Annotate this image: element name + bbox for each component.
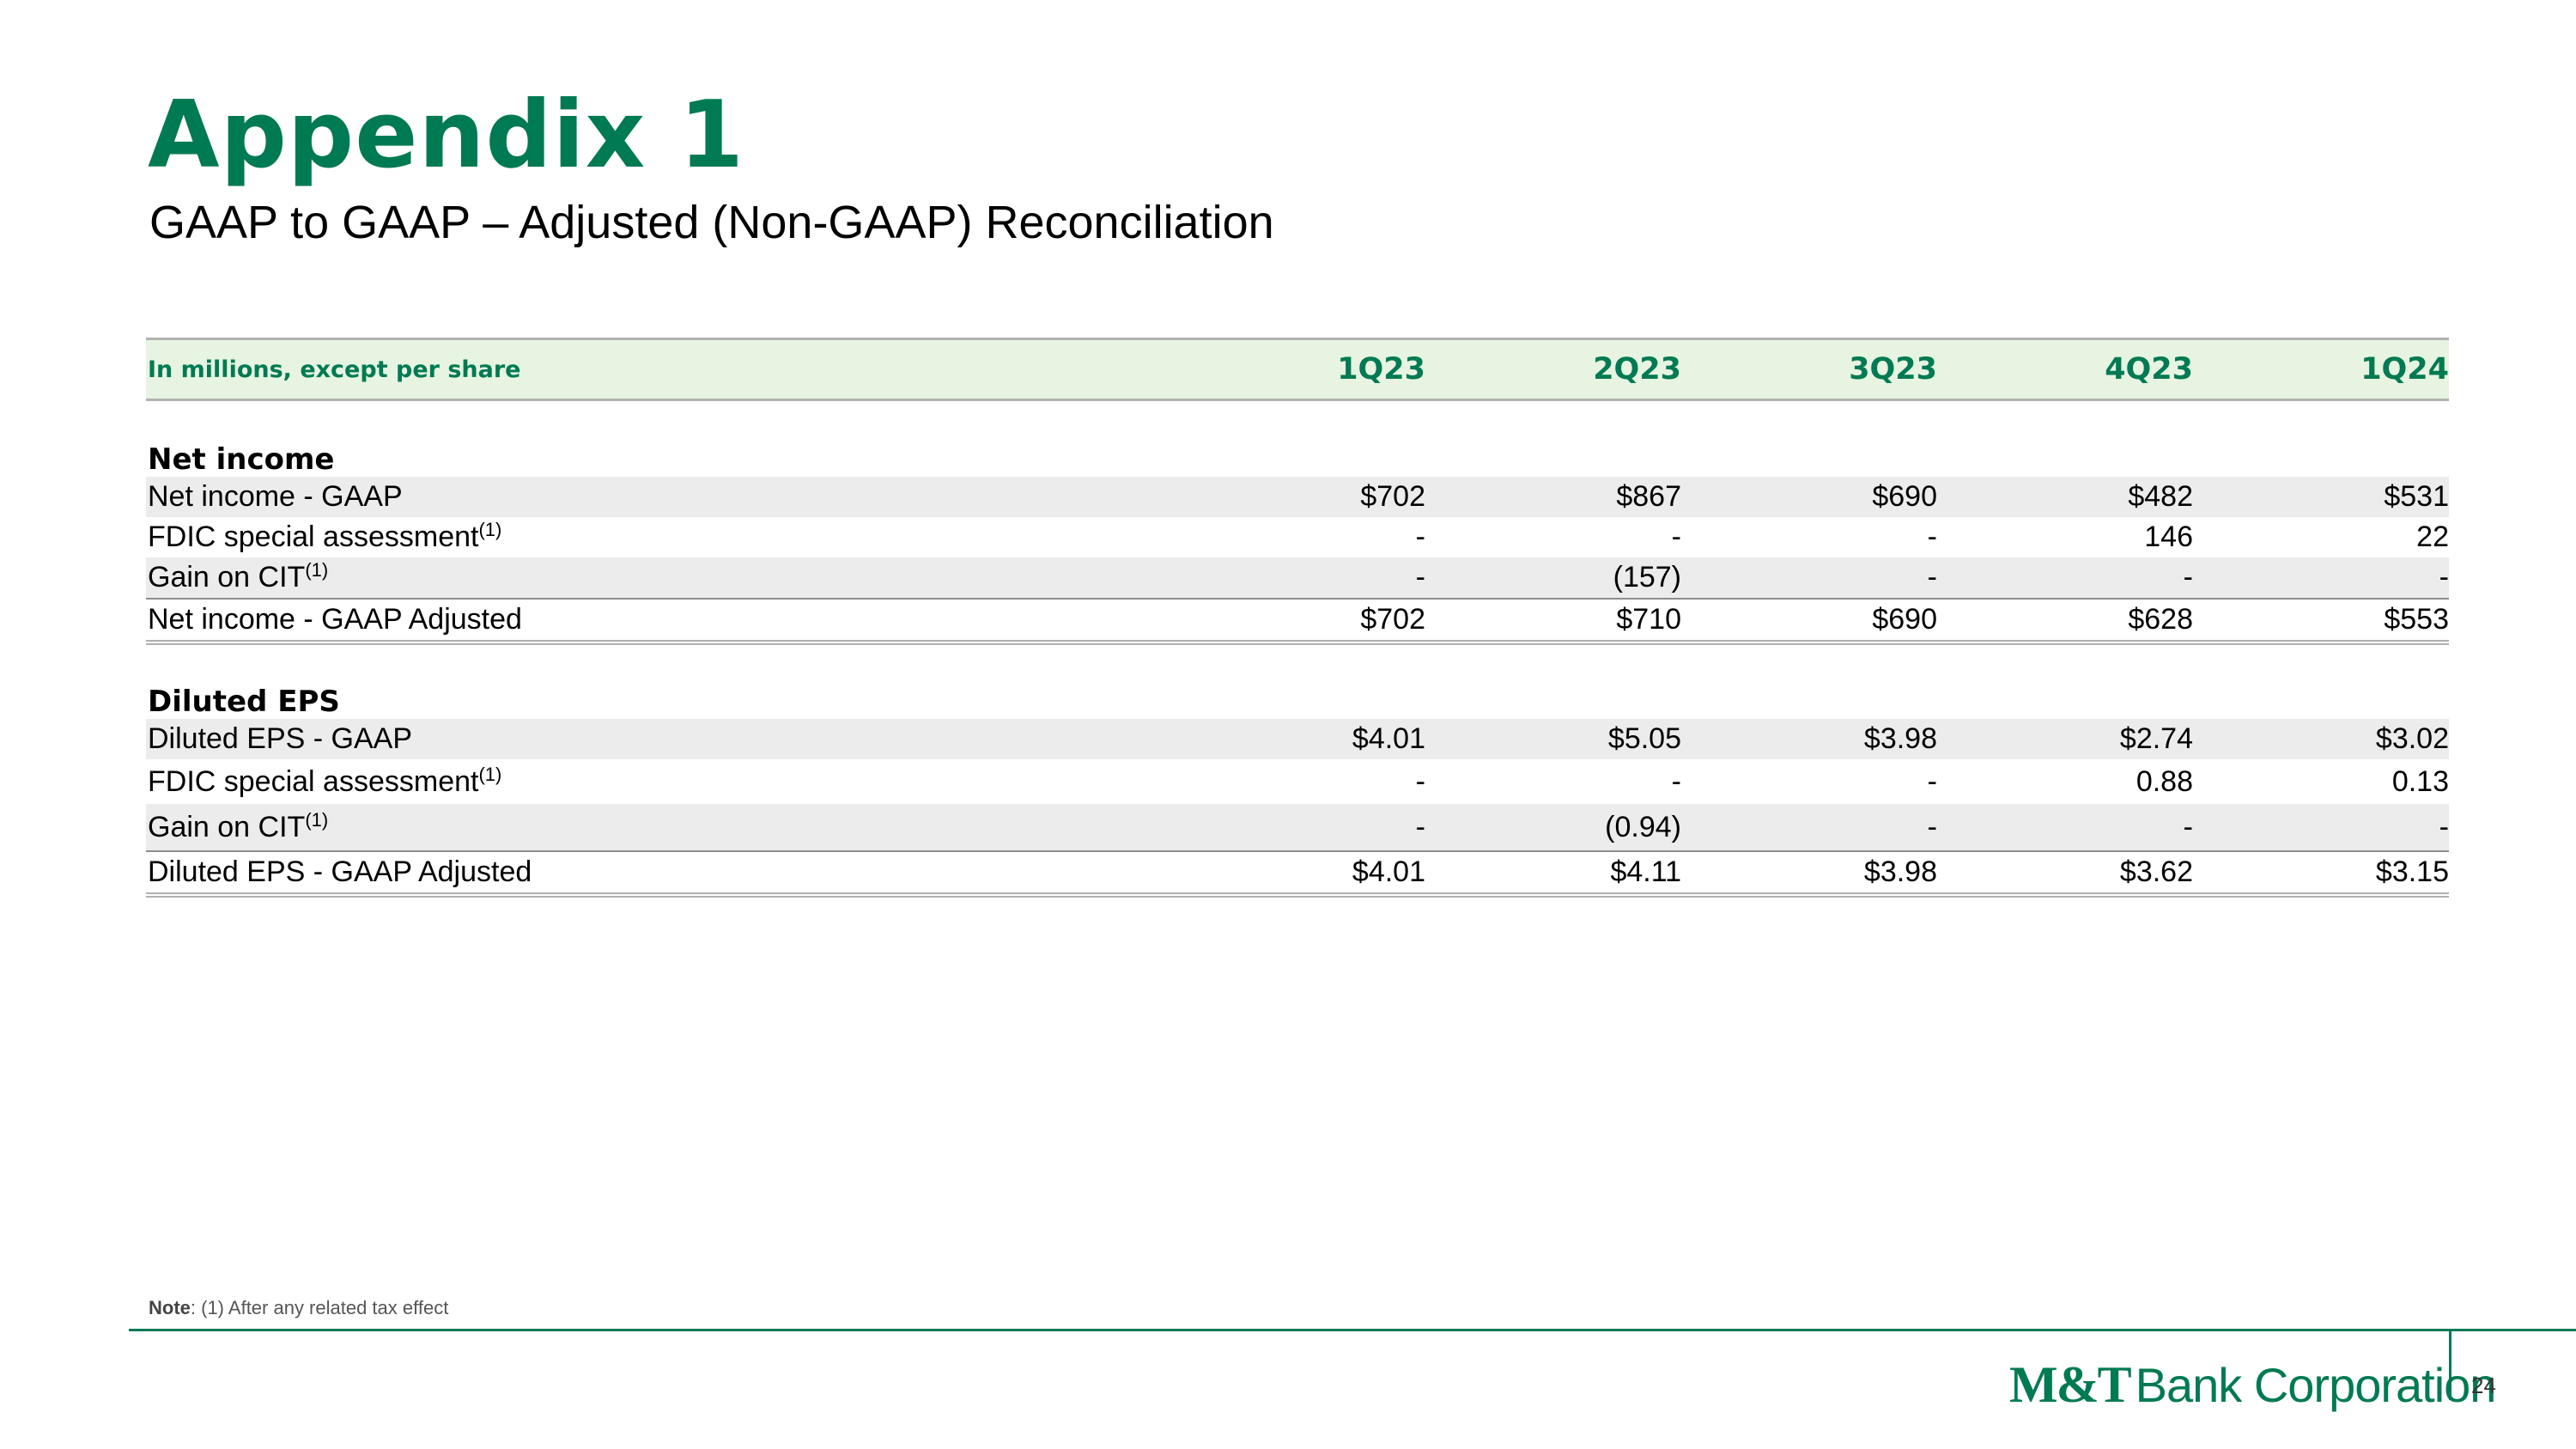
section-heading-diluted-eps: Diluted EPS [148, 685, 340, 719]
table-row-total: Diluted EPS - GAAP Adjusted $4.01 $4.11 … [146, 850, 2449, 898]
row-label: FDIC special assessment(1) [148, 519, 502, 554]
column-header: 2Q23 [1593, 352, 1681, 387]
row-label: Diluted EPS - GAAP Adjusted [148, 855, 532, 888]
cell: $4.11 [1610, 855, 1681, 888]
row-label: Net income - GAAP [148, 480, 403, 513]
cell: 0.88 [2136, 764, 2193, 798]
logo-text: Bank Corporation [2135, 1358, 2497, 1412]
column-header: 3Q23 [1849, 352, 1937, 387]
cell: 0.13 [2391, 764, 2449, 798]
cell: - [1927, 561, 1937, 594]
cell: $2.74 [2119, 722, 2193, 755]
cell: - [1927, 764, 1937, 798]
cell: (0.94) [1605, 810, 1681, 843]
footnote: Note: (1) After any related tax effect [149, 1297, 448, 1319]
cell: (157) [1613, 561, 1681, 594]
cell: - [2183, 561, 2193, 594]
cell: $553 [2384, 603, 2449, 636]
row-label: Gain on CIT(1) [148, 559, 329, 594]
cell: - [2439, 561, 2449, 594]
table-header-row: In millions, except per share 1Q23 2Q23 … [146, 338, 2449, 401]
table-row: FDIC special assessment(1) - - - 0.88 0.… [146, 759, 2449, 804]
table-row-total: Net income - GAAP Adjusted $702 $710 $69… [146, 598, 2449, 645]
cell: 22 [2416, 521, 2449, 553]
table-row: Net income - GAAP $702 $867 $690 $482 $5… [146, 477, 2449, 517]
footer-divider [129, 1329, 2576, 1331]
note-text: : (1) After any related tax effect [190, 1297, 449, 1318]
cell: $3.02 [2375, 722, 2449, 755]
cell: $867 [1616, 480, 1681, 513]
page-number: 24 [2471, 1373, 2496, 1398]
row-label: Net income - GAAP Adjusted [148, 603, 522, 636]
cell: - [1415, 810, 1425, 843]
page-subtitle: GAAP to GAAP – Adjusted (Non-GAAP) Recon… [149, 197, 1274, 248]
footer-separator [2449, 1331, 2451, 1400]
row-label: FDIC special assessment(1) [148, 763, 502, 798]
cell: - [1415, 521, 1425, 553]
cell: $690 [1872, 603, 1937, 636]
company-logo: M&T Bank Corporation [2009, 1355, 2497, 1416]
logo-mark: M&T [2009, 1356, 2132, 1413]
cell: - [2183, 810, 2193, 843]
cell: - [1671, 764, 1681, 798]
cell: $531 [2384, 480, 2449, 513]
table-row: Gain on CIT(1) - (157) - - - [146, 557, 2449, 598]
cell: - [2439, 810, 2449, 843]
cell: $3.62 [2119, 855, 2193, 888]
cell: $482 [2128, 480, 2193, 513]
note-label: Note [149, 1297, 191, 1318]
cell: $628 [2128, 603, 2193, 636]
cell: $4.01 [1352, 722, 1425, 755]
cell: $3.98 [1863, 722, 1937, 755]
footnote-marker: (1) [478, 519, 502, 540]
table-row: Diluted EPS - GAAP $4.01 $5.05 $3.98 $2.… [146, 719, 2449, 759]
column-header: 4Q23 [2105, 352, 2193, 387]
column-header: 1Q23 [1337, 352, 1425, 387]
row-label: Diluted EPS - GAAP [148, 722, 413, 755]
cell: $690 [1872, 480, 1937, 513]
footnote-marker: (1) [478, 763, 502, 785]
reconciliation-table: In millions, except per share 1Q23 2Q23 … [146, 338, 2449, 898]
row-label: Gain on CIT(1) [148, 808, 329, 843]
cell: - [1927, 521, 1937, 553]
section-heading-net-income: Net income [148, 442, 335, 477]
cell: $4.01 [1352, 855, 1425, 888]
cell: - [1671, 521, 1681, 553]
cell: - [1927, 810, 1937, 843]
footnote-marker: (1) [305, 559, 329, 581]
footnote-marker: (1) [305, 808, 329, 831]
cell: $3.98 [1863, 855, 1937, 888]
cell: $5.05 [1607, 722, 1681, 755]
column-header: 1Q24 [2360, 352, 2449, 387]
cell: 146 [2144, 521, 2193, 553]
cell: - [1415, 764, 1425, 798]
cell: $710 [1616, 603, 1681, 636]
table-row: FDIC special assessment(1) - - - 146 22 [146, 517, 2449, 557]
table-row: Gain on CIT(1) - (0.94) - - - [146, 804, 2449, 850]
cell: - [1415, 561, 1425, 594]
units-label: In millions, except per share [148, 356, 521, 383]
page-title: Appendix 1 [148, 82, 745, 189]
cell: $702 [1360, 603, 1425, 636]
cell: $3.15 [2375, 855, 2449, 888]
cell: $702 [1360, 480, 1425, 513]
